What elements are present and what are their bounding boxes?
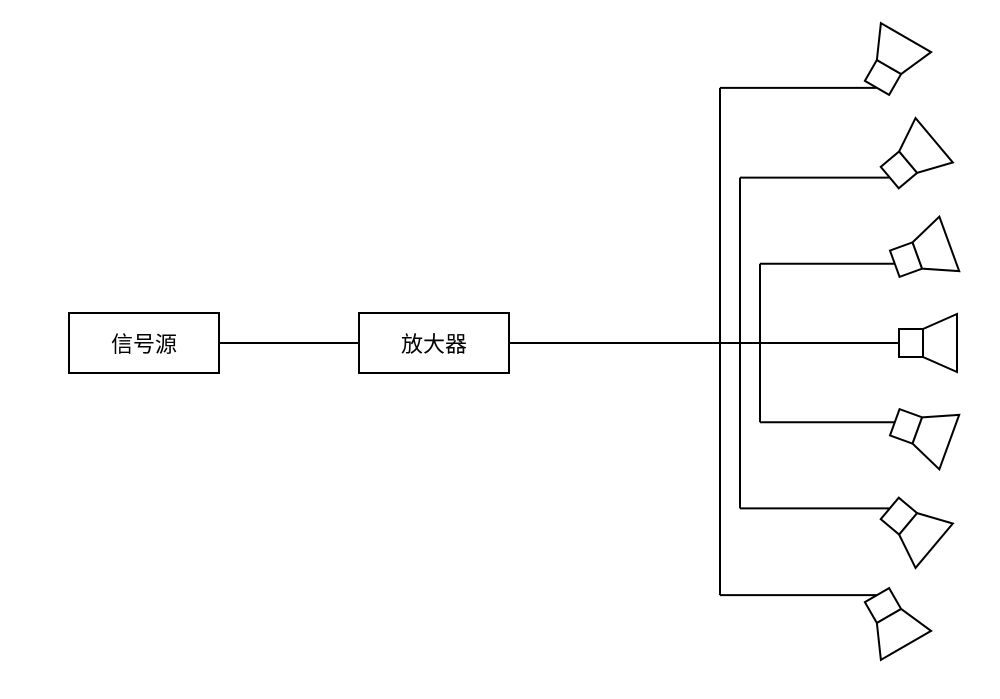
speaker-icon: [885, 217, 959, 291]
diagram-canvas: 信号源 放大器: [0, 0, 1000, 699]
speaker-icon: [899, 314, 957, 372]
speaker-icon: [852, 23, 931, 102]
speaker-icon: [852, 581, 931, 660]
source-box: 信号源: [68, 312, 220, 374]
speaker-icon: [871, 118, 953, 200]
speaker-icon: [871, 486, 953, 568]
amp-label: 放大器: [401, 327, 467, 359]
source-label: 信号源: [111, 327, 177, 359]
amp-box: 放大器: [358, 312, 510, 374]
speaker-icon: [885, 395, 959, 469]
